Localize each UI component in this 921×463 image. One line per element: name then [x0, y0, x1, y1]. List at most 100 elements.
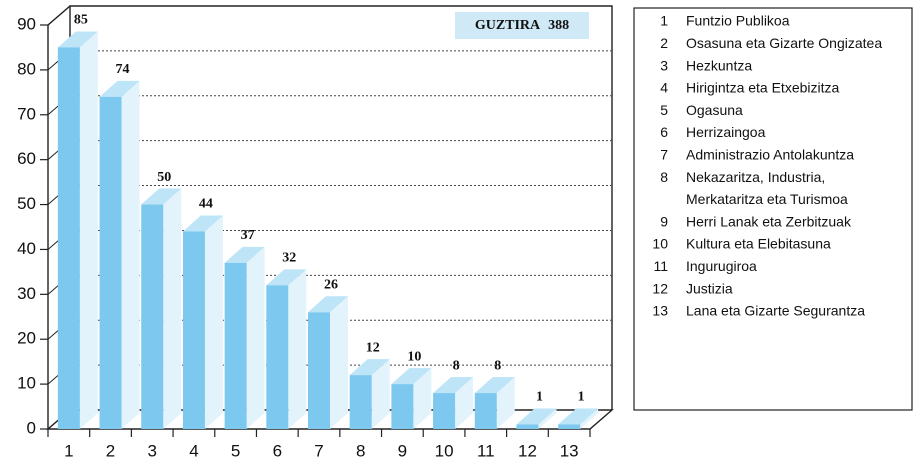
value-label: 8	[453, 358, 460, 373]
value-label: 44	[199, 197, 213, 212]
legend-key: 7	[660, 147, 668, 163]
bar	[57, 47, 80, 429]
bar-top	[308, 296, 348, 313]
y-tick-label: 60	[17, 149, 36, 168]
total-text: GUZTIRA 388	[475, 18, 569, 33]
bar	[308, 312, 330, 429]
x-tick-label: 12	[518, 441, 537, 460]
bar-top	[433, 377, 474, 394]
legend-label: Ogasuna	[686, 102, 743, 118]
total-label: GUZTIRA	[475, 18, 541, 33]
legend-key: 2	[660, 35, 668, 51]
y-tick-label: 70	[17, 104, 36, 123]
y-tick-depth	[47, 5, 71, 26]
legend-key: 5	[660, 102, 668, 118]
x-tick-label: 4	[189, 441, 198, 460]
value-label: 26	[324, 278, 338, 293]
bar-side	[204, 215, 223, 429]
bar-top	[57, 31, 98, 48]
bar-side	[121, 80, 140, 430]
legend-key: 12	[652, 280, 668, 296]
bar-top	[182, 215, 223, 232]
legend-key: 13	[652, 303, 668, 319]
value-label: 32	[282, 251, 296, 266]
x-tick-label: 3	[147, 441, 156, 460]
x-tick-label: 1	[64, 441, 73, 460]
value-label: 1	[578, 390, 585, 405]
x-tick-label: 11	[477, 441, 495, 460]
value-label: 8	[494, 358, 501, 373]
bar-top	[224, 246, 265, 263]
legend-key: 3	[660, 57, 668, 73]
bar	[141, 204, 164, 429]
x-tick-label: 5	[231, 441, 240, 460]
value-label: 12	[366, 340, 380, 355]
y-tick-label: 0	[27, 418, 36, 437]
y-tick-label: 20	[17, 329, 36, 348]
y-tick-label: 50	[17, 194, 36, 213]
legend-key: 4	[660, 80, 668, 96]
legend-label: Funtzio Publikoa	[686, 13, 790, 29]
legend-label: Justizia	[686, 280, 733, 296]
bar	[99, 96, 122, 430]
bar-side	[246, 246, 265, 429]
total-value: 388	[548, 18, 569, 33]
bar	[182, 231, 205, 429]
x-tick-label: 9	[398, 441, 407, 460]
legend-label: Herrizaingoa	[686, 124, 766, 140]
legend-box	[633, 7, 913, 411]
legend-key: 8	[660, 169, 668, 185]
bar-top	[266, 269, 307, 286]
bar-side	[496, 377, 515, 429]
bar-side	[580, 408, 599, 429]
bar	[266, 285, 289, 429]
value-label: 37	[241, 228, 255, 243]
value-label: 50	[157, 170, 171, 185]
x-tick-label: 8	[356, 441, 365, 460]
bar-top	[474, 377, 515, 394]
x-tick-label: 13	[560, 441, 579, 460]
bar-top	[516, 408, 557, 425]
x-tick-label: 10	[435, 441, 454, 460]
legend-label: Osasuna eta Gizarte Ongizatea	[686, 35, 882, 51]
bar	[224, 262, 247, 429]
value-label: 10	[407, 349, 421, 364]
bar-side	[455, 377, 474, 429]
bar-side	[79, 31, 98, 429]
y-tick-label: 40	[17, 239, 36, 258]
bar-side	[288, 269, 307, 429]
bar	[433, 393, 456, 429]
x-tick-label: 2	[106, 441, 115, 460]
bar	[391, 384, 414, 429]
bar	[474, 393, 497, 429]
legend-label: Nekazaritza, Industria,	[686, 169, 825, 185]
y-tick-label: 10	[17, 374, 36, 393]
legend-label: Administrazio Antolakuntza	[686, 147, 854, 163]
value-label: 74	[116, 62, 130, 77]
legend-label: Lana eta Gizarte Segurantza	[686, 303, 865, 319]
bar-side	[413, 368, 432, 429]
legend-key: 11	[653, 258, 668, 274]
total-box	[455, 12, 589, 39]
y-tick-label: 30	[17, 284, 36, 303]
value-label: 1	[536, 390, 543, 405]
legend-label: Herri Lanak eta Zerbitzuak	[686, 213, 852, 229]
x-tick-label: 6	[273, 441, 282, 460]
legend-key: 6	[660, 124, 668, 140]
y-tick-label: 80	[17, 59, 36, 78]
y-tick-label: 90	[17, 14, 36, 33]
bar-top	[558, 408, 599, 425]
bar-side	[163, 188, 182, 429]
legend-label: Hezkuntza	[686, 57, 752, 73]
x-tick-label: 7	[314, 441, 323, 460]
value-label: 85	[74, 13, 88, 28]
bar	[558, 424, 581, 429]
bar-top	[141, 188, 182, 205]
bar-top	[391, 368, 432, 385]
bar-top	[99, 80, 140, 97]
bar	[349, 375, 372, 429]
legend-label: Ingurugiroa	[686, 258, 757, 274]
bar-top	[349, 359, 390, 376]
bar	[516, 424, 539, 429]
